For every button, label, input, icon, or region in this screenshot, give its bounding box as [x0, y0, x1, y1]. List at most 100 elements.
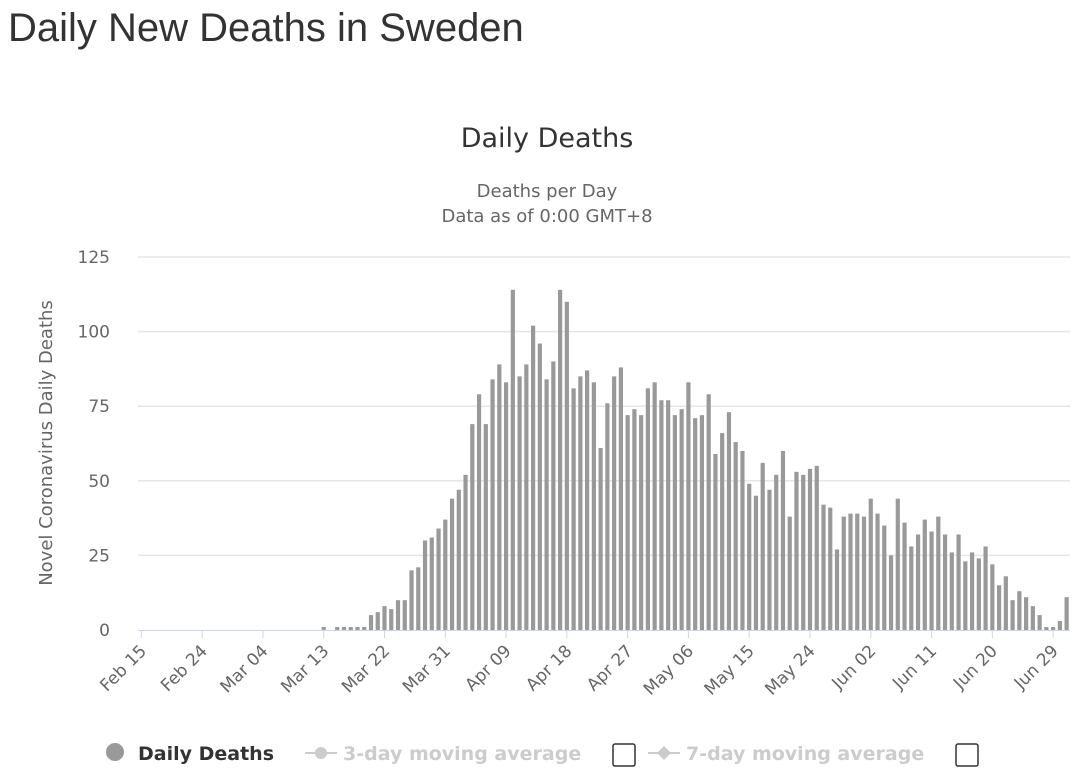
bar[interactable] [956, 534, 961, 630]
bar[interactable] [625, 415, 630, 630]
bar[interactable] [1057, 621, 1062, 630]
bar[interactable] [875, 513, 880, 630]
bar[interactable] [990, 564, 995, 630]
bar[interactable] [510, 289, 515, 630]
bar[interactable] [747, 483, 752, 630]
bar[interactable] [1030, 606, 1035, 630]
bar[interactable] [382, 606, 387, 630]
bar[interactable] [585, 370, 590, 630]
bar[interactable] [848, 513, 853, 630]
bar[interactable] [706, 394, 711, 630]
bar[interactable] [895, 498, 900, 630]
bar[interactable] [395, 600, 401, 630]
bar[interactable] [632, 409, 637, 630]
bar[interactable] [537, 343, 542, 630]
bar[interactable] [497, 364, 502, 630]
bar[interactable] [1003, 576, 1008, 630]
bar[interactable] [807, 468, 813, 630]
bar[interactable] [1037, 615, 1042, 630]
bar[interactable] [713, 453, 718, 630]
bar[interactable] [976, 558, 981, 630]
bar[interactable] [693, 418, 698, 630]
checkbox-7day-average[interactable] [955, 743, 979, 767]
bar[interactable] [652, 382, 657, 630]
bar[interactable] [389, 609, 394, 630]
bar[interactable] [774, 474, 779, 630]
bar[interactable] [456, 489, 461, 630]
bar[interactable] [828, 507, 833, 630]
bar[interactable] [402, 600, 407, 630]
bar[interactable] [794, 471, 799, 630]
bar[interactable] [963, 561, 968, 630]
bar[interactable] [341, 627, 347, 630]
bar[interactable] [409, 570, 414, 630]
bar[interactable] [760, 462, 765, 630]
bar[interactable] [720, 433, 725, 630]
legend-item-daily-deaths[interactable]: Daily Deaths [106, 743, 274, 765]
bar[interactable] [855, 513, 860, 630]
bar[interactable] [909, 546, 914, 630]
bar[interactable] [564, 301, 569, 630]
bar[interactable] [618, 367, 623, 630]
bar[interactable] [679, 409, 684, 630]
bar[interactable] [888, 555, 894, 630]
bar[interactable] [915, 534, 921, 630]
bar[interactable] [733, 442, 738, 630]
bar[interactable] [605, 403, 610, 630]
bar[interactable] [929, 531, 934, 630]
bar[interactable] [591, 382, 596, 630]
bar[interactable] [969, 552, 975, 630]
bar[interactable] [416, 567, 421, 630]
bar[interactable] [672, 415, 678, 630]
bar[interactable] [1017, 591, 1022, 630]
legend-item-7day-average[interactable]: 7-day moving average [648, 743, 979, 767]
bar[interactable] [321, 627, 326, 630]
bar[interactable] [666, 400, 671, 630]
bar[interactable] [443, 519, 448, 630]
bar[interactable] [1064, 597, 1069, 630]
bar[interactable] [814, 465, 819, 630]
bar[interactable] [753, 495, 759, 630]
bar[interactable] [1044, 627, 1049, 630]
bar[interactable] [767, 489, 772, 630]
bar[interactable] [821, 504, 826, 630]
bar[interactable] [841, 516, 846, 630]
bar[interactable] [355, 627, 360, 630]
bar[interactable] [780, 450, 786, 630]
bar[interactable] [530, 325, 536, 630]
bar[interactable] [449, 498, 455, 630]
bar[interactable] [882, 525, 887, 630]
checkbox-3day-average[interactable] [612, 743, 636, 767]
bar[interactable] [639, 415, 644, 630]
bar[interactable] [787, 516, 792, 630]
bar[interactable] [335, 627, 340, 630]
bar[interactable] [422, 540, 428, 630]
bar[interactable] [470, 424, 475, 630]
bar[interactable] [834, 549, 840, 630]
bar[interactable] [368, 615, 374, 630]
bar[interactable] [1051, 627, 1056, 630]
bar[interactable] [524, 364, 529, 630]
bar[interactable] [659, 400, 664, 630]
bar[interactable] [476, 394, 482, 630]
bar[interactable] [868, 498, 873, 630]
bar[interactable] [551, 361, 556, 630]
bar[interactable] [348, 627, 353, 630]
bar[interactable] [686, 382, 691, 630]
bar[interactable] [983, 546, 988, 630]
bar[interactable] [801, 474, 806, 630]
bar[interactable] [612, 376, 617, 630]
bar[interactable] [503, 382, 509, 630]
bar[interactable] [571, 388, 576, 630]
bar[interactable] [578, 376, 583, 630]
bar[interactable] [942, 534, 948, 630]
legend-item-3day-average[interactable]: 3-day moving average [305, 743, 636, 767]
bar[interactable] [740, 450, 745, 630]
bar[interactable] [362, 627, 367, 630]
bar[interactable] [1010, 600, 1015, 630]
bar[interactable] [558, 289, 563, 630]
bar[interactable] [949, 552, 954, 630]
bar[interactable] [598, 447, 603, 630]
bar[interactable] [490, 379, 495, 630]
bar[interactable] [645, 388, 650, 630]
